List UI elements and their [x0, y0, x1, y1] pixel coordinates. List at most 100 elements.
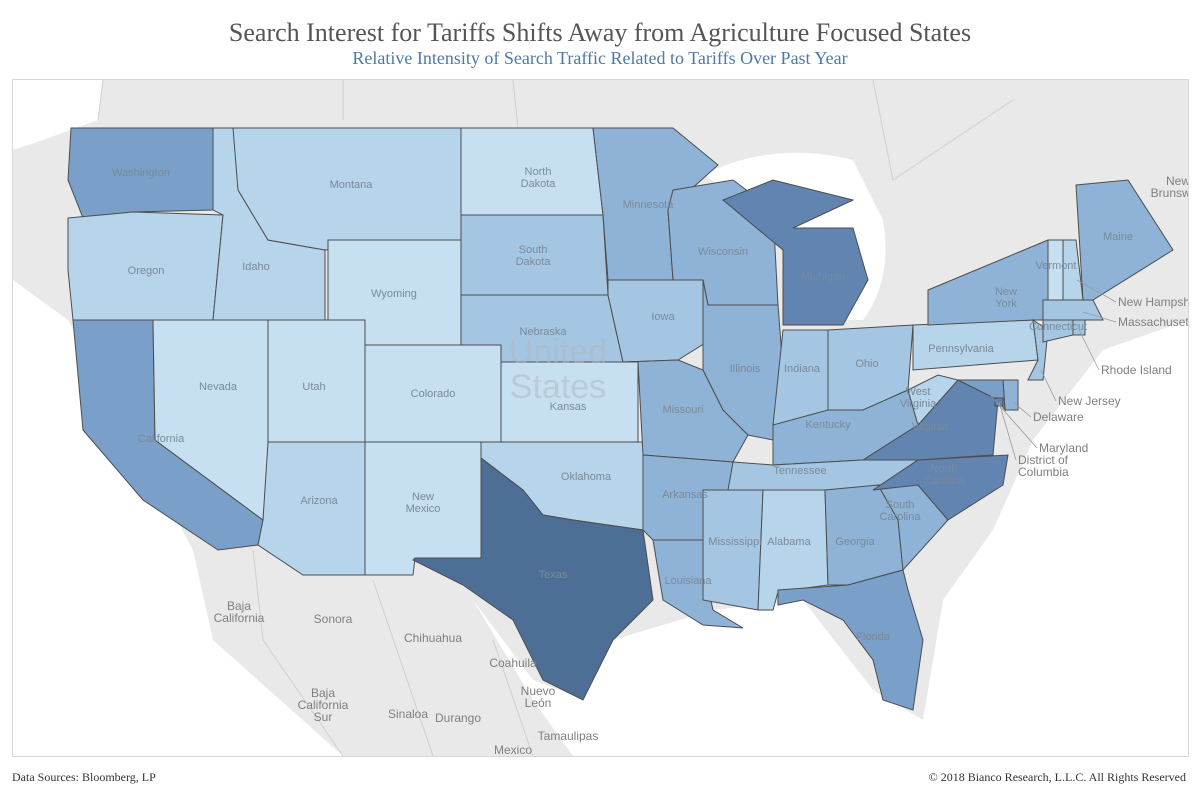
- region-label-durango: Durango: [435, 711, 481, 725]
- region-label-word: California: [214, 611, 265, 625]
- state-maryland[interactable]: [957, 379, 1006, 412]
- state-label-connecticut: Connecticut: [1029, 321, 1087, 333]
- callout-label-district-of-columbia: District of Columbia: [1018, 453, 1069, 479]
- state-label-new-mexico: New Mexico: [406, 491, 441, 515]
- state-label-word: York: [995, 298, 1017, 310]
- state-label-word: South: [886, 499, 915, 511]
- us-state-map[interactable]: Washington Oregon California Idaho Nevada Mon…: [12, 79, 1189, 757]
- state-label-iowa: Iowa: [651, 311, 675, 323]
- state-label-colorado: Colorado: [411, 388, 456, 400]
- state-arizona[interactable]: [257, 441, 366, 576]
- state-label-word: New: [412, 491, 434, 503]
- region-label-word: Baja: [227, 599, 251, 613]
- state-label-texas: Texas: [539, 569, 568, 581]
- state-label-word: Minnesota: [623, 199, 675, 211]
- callout-label-word: Columbia: [1018, 465, 1069, 479]
- state-label-word: Utah: [302, 381, 325, 393]
- state-label-word: Tennessee: [773, 465, 826, 477]
- state-label-word: Oklahoma: [561, 471, 612, 483]
- state-maine[interactable]: [1075, 179, 1174, 301]
- region-label-baja-california: Baja California: [214, 599, 265, 625]
- region-label-tamaulipas: Tamaulipas: [538, 729, 599, 743]
- state-label-word: South: [519, 244, 548, 256]
- callout-label-word: District of: [1018, 453, 1069, 467]
- state-label-word: Idaho: [242, 261, 270, 273]
- state-florida[interactable]: [777, 569, 924, 711]
- state-label-california: California: [138, 433, 185, 445]
- state-label-word: Alabama: [767, 536, 811, 548]
- region-label-word: Sinaloa: [388, 707, 428, 721]
- state-label-word: Arizona: [300, 495, 338, 507]
- state-north-carolina[interactable]: [872, 454, 1009, 521]
- state-label-word: West: [906, 386, 931, 398]
- state-label-word: North: [525, 166, 552, 178]
- callout-label-maryland: Maryland: [1039, 441, 1088, 455]
- state-label-word: Wyoming: [371, 288, 417, 300]
- state-label-word: Virginia: [900, 398, 937, 410]
- country-label-0: United: [509, 333, 607, 371]
- state-massachusetts[interactable]: [1042, 299, 1104, 321]
- state-label-word: Vermont: [1036, 260, 1077, 272]
- state-label-louisiana: Louisiana: [664, 575, 712, 587]
- state-label-arizona: Arizona: [300, 495, 338, 507]
- state-label-georgia: Georgia: [835, 536, 875, 548]
- state-texas[interactable]: [412, 456, 654, 701]
- state-label-word: Florida: [856, 631, 891, 643]
- state-label-word: Washington: [112, 167, 170, 179]
- chart-subtitle: Relative Intensity of Search Traffic Rel…: [352, 48, 848, 68]
- state-label-word: Nebraska: [519, 326, 567, 338]
- state-label-word: Iowa: [651, 311, 675, 323]
- state-illinois[interactable]: [702, 279, 784, 441]
- callout-line-rhode-island: [1078, 329, 1100, 371]
- state-label-pennsylvania: Pennsylvania: [928, 343, 994, 355]
- state-label-word: Pennsylvania: [928, 343, 994, 355]
- state-label-word: New: [995, 286, 1017, 298]
- region-label-word: Durango: [435, 711, 481, 725]
- region-label-sonora: Sonora: [314, 612, 353, 626]
- state-label-south-dakota: South Dakota: [516, 244, 552, 268]
- data-source-note: Data Sources: Bloomberg, LP: [12, 770, 156, 784]
- state-label-utah: Utah: [302, 381, 325, 393]
- region-label-coahuila: Coahuila: [489, 656, 537, 670]
- state-mississippi[interactable]: [702, 489, 764, 611]
- states-layer[interactable]: [67, 127, 1174, 711]
- region-label-word: California: [298, 698, 349, 712]
- region-label-baja-california-sur: Baja California Sur: [298, 686, 349, 724]
- state-label-montana: Montana: [330, 179, 374, 191]
- state-label-indiana: Indiana: [784, 363, 821, 375]
- state-label-maine: Maine: [1103, 231, 1133, 243]
- region-label-word: León: [525, 696, 552, 710]
- region-label-word: Sonora: [314, 612, 353, 626]
- state-label-word: Carolina: [880, 511, 922, 523]
- state-michigan[interactable]: [722, 179, 869, 326]
- state-label-word: Louisiana: [664, 575, 712, 587]
- chart-title: Search Interest for Tariffs Shifts Away …: [228, 18, 972, 47]
- state-label-word: Kansas: [550, 401, 587, 413]
- state-label-virginia: Virginia: [912, 421, 949, 433]
- state-indiana[interactable]: [772, 329, 829, 426]
- callout-label-word: New Hampshire: [1118, 295, 1188, 309]
- state-label-south-carolina: South Carolina: [880, 499, 922, 523]
- state-label-tennessee: Tennessee: [773, 465, 826, 477]
- state-label-word: Ohio: [855, 358, 878, 370]
- state-label-word: Oregon: [128, 265, 165, 277]
- country-label-1: States: [510, 368, 606, 406]
- state-label-washington: Washington: [112, 167, 170, 179]
- callout-line-maryland: [990, 395, 1038, 449]
- state-delaware[interactable]: [1002, 379, 1019, 411]
- state-label-word: Indiana: [784, 363, 821, 375]
- state-label-word: Montana: [330, 179, 374, 191]
- state-label-word: Colorado: [411, 388, 456, 400]
- state-label-word: Texas: [539, 569, 568, 581]
- state-label-missouri: Missouri: [663, 404, 704, 416]
- state-label-idaho: Idaho: [242, 261, 270, 273]
- state-label-west-virginia: West Virginia: [900, 386, 937, 410]
- callout-label-massachusetts: Massachusetts: [1118, 315, 1188, 329]
- region-label-mexico: Mexico: [494, 743, 532, 756]
- region-label-word: Coahuila: [489, 656, 537, 670]
- map-svg[interactable]: Washington Oregon California Idaho Nevada Mon…: [13, 80, 1188, 756]
- neighbour-borders: [97, 80, 1014, 756]
- region-label-sinaloa: Sinaloa: [388, 707, 428, 721]
- state-label-wyoming: Wyoming: [371, 288, 417, 300]
